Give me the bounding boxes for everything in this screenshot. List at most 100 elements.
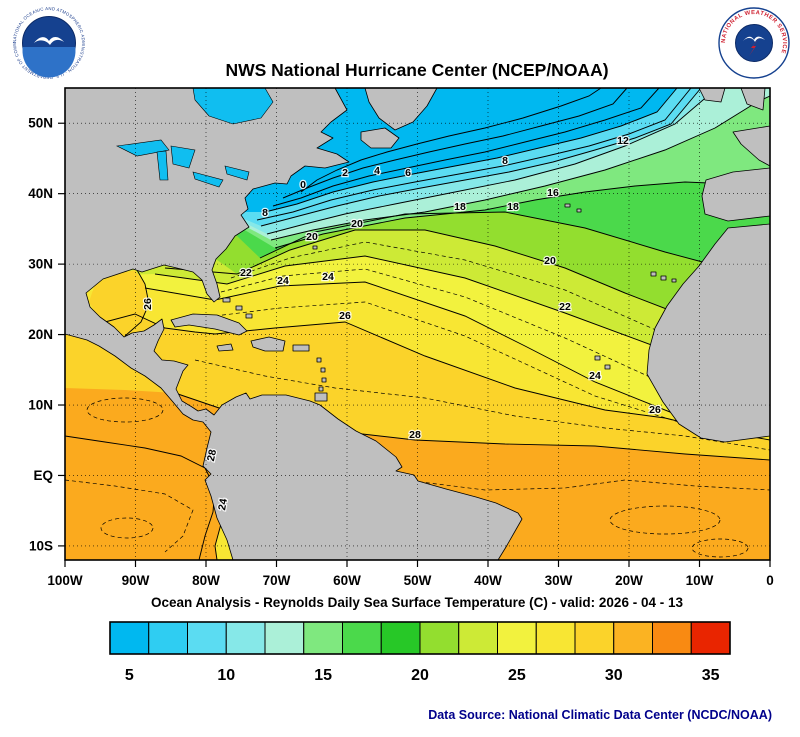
- noaa-logo: NATIONAL OCEANIC AND ATMOSPHERIC ADMINIS…: [12, 6, 86, 80]
- contour-label: 24: [277, 275, 289, 287]
- lake-superior: [115, 139, 170, 157]
- x-tick-label: 50W: [404, 573, 432, 588]
- land-africa: [646, 223, 771, 443]
- contour-label: 16: [547, 187, 559, 199]
- contour-line-10: [260, 87, 702, 227]
- land-layer: [64, 87, 771, 561]
- contour-label: 26: [339, 310, 351, 322]
- colorbar-cell: [303, 621, 343, 655]
- land-trinidad: [314, 392, 328, 402]
- colorbar-cell: [264, 621, 305, 655]
- lake-hudson-bay: [192, 87, 274, 125]
- y-tick-label: 20N: [28, 327, 53, 342]
- x-tick-label: 70W: [263, 573, 291, 588]
- contour-label: 20: [351, 218, 363, 230]
- contour-label: 22: [240, 267, 252, 279]
- contour-label: 0: [300, 179, 306, 191]
- contour-line-24: [144, 281, 771, 431]
- colorbar-tick-label: 15: [314, 667, 332, 684]
- contour-layer: [64, 87, 771, 561]
- contour-ellipse: [609, 505, 721, 535]
- contour-ellipse: [691, 538, 749, 558]
- contour-line-21: [230, 241, 771, 359]
- contour-line-26: [124, 269, 150, 337]
- contour-label: 24: [322, 271, 334, 283]
- grid-layer: [65, 88, 770, 560]
- island-cape-verde: [594, 355, 611, 370]
- data-source-text: Data Source: National Climatic Data Cent…: [428, 708, 772, 722]
- colorbar-cell: [613, 621, 653, 655]
- contour-label: 18: [507, 201, 519, 213]
- colorbar-cell: [535, 621, 576, 655]
- colorbar-cell: [342, 621, 382, 655]
- contour-line-8: [256, 87, 692, 221]
- land-newfoundland: [360, 127, 400, 149]
- contour-label: 24: [216, 498, 230, 512]
- colorbar-tick-label: 25: [508, 667, 526, 684]
- lake-erie: [192, 171, 224, 188]
- x-tick-label: 30W: [545, 573, 573, 588]
- x-tick-label: 100W: [47, 573, 83, 588]
- land-greenland: [364, 87, 438, 131]
- contour-line-14: [270, 95, 771, 241]
- island-bermuda: [312, 245, 318, 250]
- x-tick-label: 0: [766, 573, 774, 588]
- island-azores: [564, 203, 582, 213]
- colorbar-cell: [574, 621, 615, 655]
- colorbar-cell: [458, 621, 498, 655]
- axis-layer: 100W 90W 80W 70W 60W 50W 40W 30W 20W 10W 0 50N 40N 30…: [28, 116, 774, 588]
- lake-huron: [170, 145, 196, 169]
- y-tick-label: 30N: [28, 257, 53, 272]
- nws-gull-icon: [743, 36, 765, 42]
- contour-line-6: [264, 87, 678, 213]
- y-tick-label: 40N: [28, 186, 53, 201]
- land-iberia: [701, 167, 771, 222]
- colorbar-cell: [652, 621, 692, 655]
- x-tick-label: 60W: [333, 573, 361, 588]
- x-tick-label: 10W: [686, 573, 714, 588]
- colorbar-cell: [148, 621, 188, 655]
- contour-label: 12: [617, 135, 629, 147]
- lake-layer: [115, 87, 274, 188]
- contour-label: 24: [589, 370, 601, 382]
- contour-label: 6: [405, 167, 411, 179]
- colorbar-tick-label: 35: [702, 667, 720, 684]
- contour-line-20: [164, 229, 771, 339]
- colorbar-cell: [419, 621, 460, 655]
- contour-label: 26: [649, 404, 661, 416]
- x-tick-label: 40W: [474, 573, 502, 588]
- colorbar-cell: [497, 621, 537, 655]
- contour-line-23: [220, 268, 771, 405]
- lake-michigan: [156, 150, 169, 181]
- contour-label: 22: [559, 301, 571, 313]
- colorbar: 5 10 15 20 25 30 35: [109, 621, 731, 684]
- colorbar-tick-label: 30: [605, 667, 623, 684]
- colorbar-frame: [109, 621, 731, 655]
- land-puerto-rico: [292, 344, 310, 352]
- land-cuba: [170, 313, 248, 336]
- y-tick-label: EQ: [33, 468, 53, 483]
- x-tick-label: 80W: [192, 573, 220, 588]
- contour-label: 8: [502, 155, 508, 167]
- island-antilles: [316, 357, 327, 392]
- island-bahamas: [222, 297, 253, 319]
- y-tick-label: 50N: [28, 116, 53, 131]
- map-caption: Ocean Analysis - Reynolds Daily Sea Surf…: [151, 595, 683, 610]
- land-americas: [64, 87, 523, 561]
- colorbar-cell: [380, 621, 421, 655]
- colorbar-cell: [109, 621, 150, 655]
- colorbar-tick-label: 10: [217, 667, 235, 684]
- contour-ellipse: [100, 517, 154, 539]
- contour-line-0: [300, 87, 602, 193]
- colorbar-tick-label: 20: [411, 667, 429, 684]
- nws-bolt-icon: [749, 37, 760, 56]
- colorbar-cell: [225, 621, 266, 655]
- contour-label: 28: [205, 448, 219, 462]
- contour-line-27: [404, 479, 771, 491]
- contour-label: 26: [142, 298, 154, 310]
- contour-ellipse: [86, 397, 164, 423]
- land-france: [732, 125, 771, 167]
- island-canaries: [650, 271, 677, 283]
